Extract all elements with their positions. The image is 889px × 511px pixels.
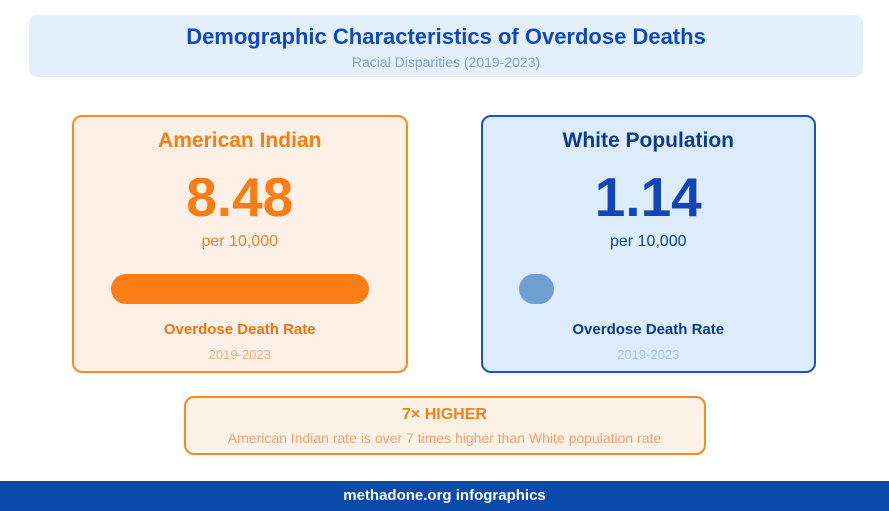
metric-label: Overdose Death Rate — [163, 321, 316, 338]
callout-headline: 7× HIGHER — [402, 406, 487, 423]
header-banner: Demographic Characteristics of Overdose … — [29, 15, 863, 77]
metric-label: Overdose Death Rate — [572, 321, 725, 338]
card-title: American Indian — [158, 129, 322, 152]
comparison-callout: 7× HIGHER American Indian rate is over 7… — [183, 396, 706, 455]
rate-unit: per 10,000 — [201, 233, 278, 250]
card-title: White Population — [562, 129, 734, 152]
card-white-population: White Population 1.14 per 10,000 Overdos… — [480, 115, 816, 373]
period-label: 2019-2023 — [208, 347, 271, 362]
rate-value: 8.48 — [186, 166, 294, 228]
card-american-indian: American Indian 8.48 per 10,000 Overdose… — [72, 115, 408, 373]
footer-branding: methadone.org infographics — [343, 487, 546, 504]
rate-bar-american-indian — [110, 274, 369, 304]
rate-unit: per 10,000 — [609, 233, 687, 250]
callout-description: American Indian rate is over 7 times hig… — [227, 430, 662, 446]
page-title: Demographic Characteristics of Overdose … — [186, 24, 706, 49]
stat-cards-row: American Indian 8.48 per 10,000 Overdose… — [72, 115, 816, 373]
footer-bar: methadone.org infographics — [0, 481, 889, 511]
bar-track — [110, 274, 369, 304]
page-subtitle: Racial Disparities (2019-2023) — [351, 54, 541, 71]
period-label: 2019-2023 — [617, 347, 680, 362]
rate-bar-white-population — [519, 274, 554, 304]
rate-value: 1.14 — [594, 166, 702, 228]
bar-track — [519, 274, 777, 304]
